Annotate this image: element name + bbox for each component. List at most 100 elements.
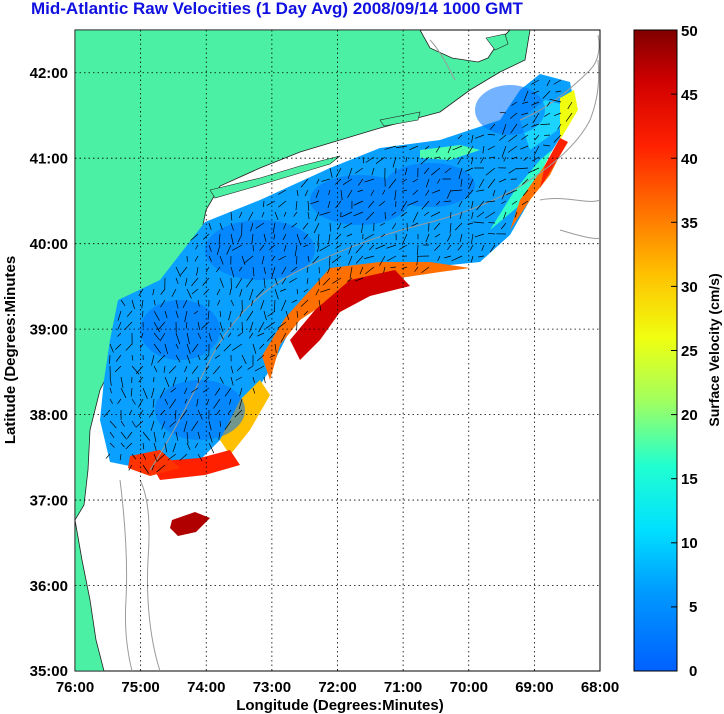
velocity-vector — [280, 332, 287, 343]
velocity-vector — [160, 409, 166, 416]
velocity-vector — [544, 134, 551, 136]
velocity-vector — [197, 376, 200, 384]
velocity-vector — [303, 310, 309, 316]
velocity-vector — [230, 222, 234, 231]
velocity-vector — [190, 233, 199, 241]
velocity-vector — [151, 387, 155, 399]
velocity-vector — [522, 123, 529, 128]
velocity-vector — [503, 211, 507, 220]
velocity-vector — [417, 244, 419, 256]
velocity-vector — [163, 365, 166, 373]
velocity-vector — [318, 266, 320, 274]
velocity-vector — [340, 189, 343, 201]
velocity-vector — [432, 189, 441, 194]
velocity-vector — [425, 189, 430, 196]
velocity-vector — [135, 420, 144, 428]
velocity-vector — [216, 244, 221, 256]
y-axis-label: Latitude (Degrees:Minutes — [2, 256, 19, 444]
velocity-vector — [109, 431, 115, 439]
colorbar-tick-label: 40 — [681, 151, 698, 168]
velocity-vector — [511, 101, 518, 106]
velocity-vector — [117, 321, 122, 330]
velocity-vector — [131, 354, 134, 361]
velocity-vector — [449, 222, 452, 234]
velocity-vector — [258, 321, 265, 333]
bathymetry-contours — [119, 34, 600, 671]
velocity-vector — [191, 365, 199, 374]
velocity-vector — [405, 156, 408, 163]
velocity-vector — [328, 233, 331, 245]
velocity-vector — [307, 211, 310, 220]
velocity-vector — [129, 409, 133, 415]
velocity-vector — [194, 442, 199, 448]
velocity-vector — [281, 277, 287, 285]
velocity-vector — [120, 442, 125, 448]
velocity-vector — [215, 409, 221, 416]
velocity-vector — [307, 255, 310, 262]
velocity-vector — [523, 156, 529, 161]
velocity-vector — [364, 233, 375, 240]
velocity-vector — [256, 332, 265, 337]
velocity-vector — [120, 431, 127, 440]
velocity-vector — [416, 255, 419, 266]
velocity-vector — [378, 200, 386, 207]
velocity-vector — [197, 453, 203, 462]
velocity-vector — [128, 464, 133, 471]
y-tick-label: 37:00 — [30, 493, 68, 510]
velocity-vector — [131, 420, 136, 428]
velocity-vector — [175, 277, 179, 285]
velocity-vector — [172, 376, 177, 387]
velocity-vector — [186, 288, 192, 299]
velocity-vector — [217, 299, 221, 306]
velocity-vector — [235, 277, 243, 289]
velocity-vector — [208, 420, 212, 431]
velocity-vector — [117, 332, 122, 337]
velocity-vector — [476, 200, 485, 211]
velocity-vector — [265, 321, 276, 329]
velocity-vector — [396, 145, 408, 149]
velocity-vector — [230, 211, 233, 221]
velocity-vector — [365, 211, 375, 221]
colorbar-tick-label: 25 — [681, 343, 698, 360]
velocity-vector — [185, 321, 188, 329]
velocity-vector — [424, 145, 430, 150]
velocity-vector — [153, 431, 157, 443]
velocity-vector — [192, 343, 199, 353]
velocity-vector — [364, 178, 375, 183]
velocity-vector — [219, 321, 224, 332]
velocity-vector — [163, 431, 166, 438]
colorbar-tick-label: 0 — [689, 663, 697, 680]
velocity-vector — [272, 222, 276, 234]
velocity-vector — [175, 310, 179, 319]
velocity-vector — [131, 365, 140, 375]
velocity-vector — [230, 365, 234, 374]
velocity-vector — [197, 409, 203, 420]
velocity-vector — [281, 299, 287, 312]
velocity-vector — [470, 255, 474, 263]
velocity-vector — [263, 310, 267, 321]
velocity-vector — [208, 222, 212, 231]
velocity-vector — [528, 167, 540, 174]
velocity-vector — [226, 244, 232, 255]
velocity-vector — [459, 233, 463, 243]
velocity-vector — [175, 299, 179, 309]
velocity-vector — [196, 266, 199, 276]
velocity-vector — [183, 420, 188, 433]
velocity-vector — [500, 222, 507, 230]
velocity-vector — [249, 321, 254, 333]
velocity-vector — [205, 365, 210, 371]
velocity-vector — [251, 299, 254, 307]
velocity-vector — [511, 156, 518, 160]
velocity-vector — [255, 288, 265, 298]
velocity-vector — [236, 365, 243, 372]
velocity-vector — [186, 442, 191, 450]
velocity-vector — [380, 233, 386, 238]
velocity-vector — [239, 288, 243, 297]
x-tick-label: 73:00 — [253, 679, 291, 696]
velocity-vector — [282, 233, 287, 241]
velocity-vector — [511, 200, 518, 205]
velocity-vector — [223, 343, 232, 352]
velocity-vector — [392, 222, 397, 230]
velocity-vector — [208, 431, 213, 443]
velocity-vector — [184, 365, 188, 373]
